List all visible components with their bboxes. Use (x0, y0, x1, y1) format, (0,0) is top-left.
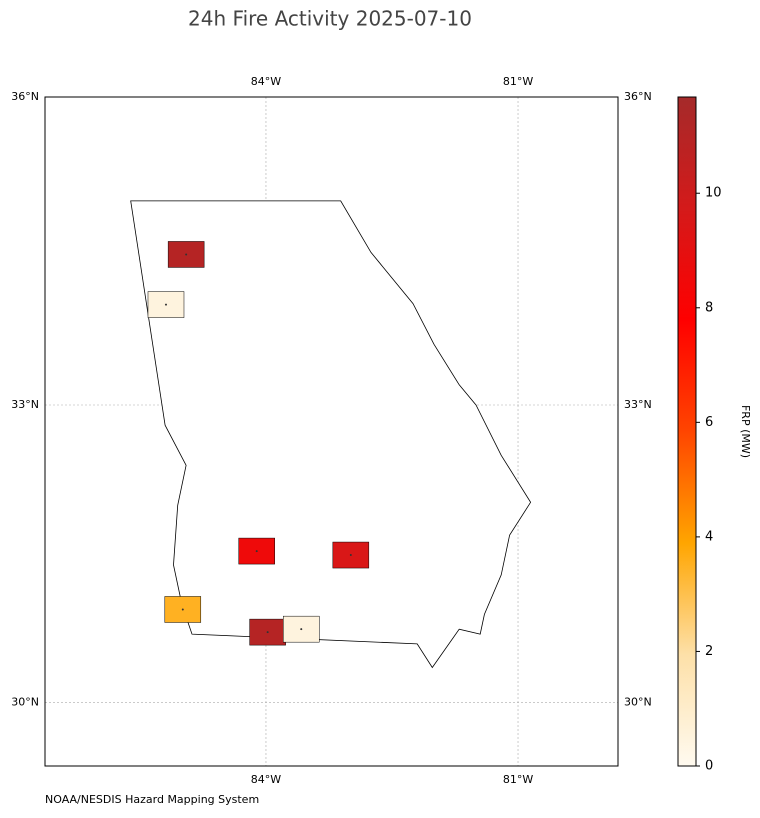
colorbar-tick-label: 0 (705, 759, 713, 774)
source-note: NOAA/NESDIS Hazard Mapping System (45, 793, 259, 806)
colorbar-tick-label: 6 (705, 415, 713, 430)
fire-point (300, 628, 303, 631)
y-tick-label: 33°N (624, 398, 652, 411)
fire-point (266, 631, 269, 634)
y-tick-label: 36°N (11, 90, 39, 103)
fire-point (349, 554, 352, 557)
x-tick-label: 84°W (251, 75, 281, 88)
x-tick-label: 81°W (503, 75, 533, 88)
map-frame (44, 96, 619, 767)
fire-county (238, 537, 275, 565)
y-tick-label: 30°N (11, 696, 39, 709)
fire-point (185, 253, 188, 256)
y-tick-label: 33°N (11, 398, 39, 411)
colorbar-tick-label: 8 (705, 300, 713, 315)
fire-point (164, 303, 167, 306)
colorbar (677, 96, 697, 767)
state-outline (130, 200, 532, 669)
chart-title: 24h Fire Activity 2025-07-10 (188, 7, 472, 31)
fire-point (181, 608, 184, 611)
y-tick-label: 36°N (624, 90, 652, 103)
colorbar-label: FRP (MW) (739, 405, 752, 458)
colorbar-tick-label: 4 (705, 529, 713, 544)
y-tick-label: 30°N (624, 696, 652, 709)
colorbar-tick-label: 10 (705, 186, 722, 201)
x-tick-label: 84°W (251, 773, 281, 786)
colorbar-tick-label: 2 (705, 644, 713, 659)
x-tick-label: 81°W (503, 773, 533, 786)
fire-point (255, 550, 258, 553)
